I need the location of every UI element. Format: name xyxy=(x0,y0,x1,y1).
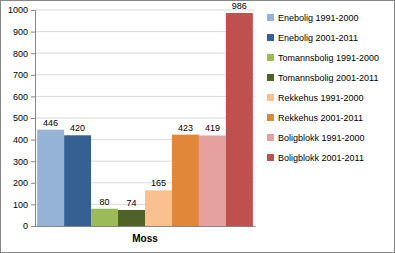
y-tick-label: 400 xyxy=(13,135,28,145)
y-tick-label: 1000 xyxy=(8,5,28,15)
y-tick: 100 xyxy=(13,200,35,210)
legend-label: Enebolig 2001-2011 xyxy=(278,33,358,43)
bar xyxy=(226,13,253,226)
grid-line xyxy=(35,31,255,32)
legend-swatch xyxy=(267,134,274,141)
y-tick-label: 300 xyxy=(13,157,28,167)
y-tick-label: 500 xyxy=(13,113,28,123)
y-tick-label: 900 xyxy=(13,27,28,37)
legend-swatch xyxy=(267,54,274,61)
y-tick-mark xyxy=(31,183,35,184)
bar xyxy=(91,209,118,226)
y-tick-label: 700 xyxy=(13,70,28,80)
y-tick: 1000 xyxy=(8,5,35,15)
chart: 01002003004005006007008009001000Moss4464… xyxy=(0,0,395,253)
y-axis-line xyxy=(31,11,36,227)
legend-swatch xyxy=(267,34,274,41)
data-label: 423 xyxy=(178,123,193,133)
grid-line xyxy=(35,74,255,75)
y-tick-label: 600 xyxy=(13,92,28,102)
y-tick-mark xyxy=(31,204,35,205)
y-tick-mark xyxy=(31,226,35,227)
legend-entry: Rekkehus 2001-2011 xyxy=(267,113,363,123)
plot: 01002003004005006007008009001000Moss4464… xyxy=(8,1,256,244)
legend-label: Rekkehus 1991-2000 xyxy=(278,93,364,103)
legend-label: Tomannsbolig 2001-2011 xyxy=(278,73,378,83)
y-tick-mark xyxy=(31,10,35,11)
y-tick: 800 xyxy=(13,49,35,59)
legend-entry: Tomannsbolig 1991-2000 xyxy=(267,53,379,63)
legend-label: Boligblokk 1991-2000 xyxy=(278,133,365,143)
y-axis: 0 100 200 300 400 500 600 700 800 900 1000 xyxy=(8,5,36,231)
y-tick: 600 xyxy=(13,92,35,102)
data-label: 80 xyxy=(100,197,110,207)
y-tick-mark xyxy=(31,53,35,54)
bar xyxy=(118,210,145,226)
bar xyxy=(37,130,64,226)
grid-line xyxy=(35,53,255,54)
y-tick: 900 xyxy=(13,27,35,37)
y-tick-label: 100 xyxy=(13,200,28,210)
bars xyxy=(37,13,253,226)
legend: Enebolig 1991-2000 Enebolig 2001-2011 Toma… xyxy=(267,13,379,163)
grid-line xyxy=(35,96,255,97)
x-axis-line xyxy=(36,226,256,227)
grid xyxy=(35,10,255,226)
y-tick: 500 xyxy=(13,113,35,123)
y-tick-mark xyxy=(31,32,35,33)
y-tick-mark xyxy=(31,140,35,141)
legend-entry: Boligblokk 2001-2011 xyxy=(267,153,364,163)
chart-border xyxy=(1,1,395,253)
y-tick: 200 xyxy=(13,178,35,188)
legend-label: Enebolig 1991-2000 xyxy=(278,13,359,23)
y-tick: 300 xyxy=(13,157,35,167)
legend-label: Rekkehus 2001-2011 xyxy=(278,113,363,123)
bar xyxy=(199,135,226,226)
x-tick: Moss xyxy=(132,226,158,244)
y-tick: 400 xyxy=(13,135,35,145)
data-label: 165 xyxy=(151,178,166,188)
legend-entry: Enebolig 1991-2000 xyxy=(267,13,359,23)
y-tick-mark xyxy=(31,161,35,162)
y-tick-label: 200 xyxy=(13,178,28,188)
data-labels: 446 420 80 74 165 423 419 986 xyxy=(43,1,247,208)
y-tick-mark xyxy=(31,118,35,119)
y-tick: 700 xyxy=(13,70,35,80)
x-axis: Moss xyxy=(36,226,256,244)
legend-swatch xyxy=(267,94,274,101)
legend-swatch xyxy=(267,74,274,81)
data-label: 986 xyxy=(232,1,247,11)
legend-label: Tomannsbolig 1991-2000 xyxy=(278,53,379,63)
legend-label: Boligblokk 2001-2011 xyxy=(278,153,364,163)
x-tick-label: Moss xyxy=(132,233,158,244)
bar xyxy=(64,135,91,226)
y-tick: 0 xyxy=(23,221,35,231)
legend-entry: Enebolig 2001-2011 xyxy=(267,33,358,43)
grid-line xyxy=(35,10,255,11)
grid-line xyxy=(35,118,255,119)
y-tick-label: 800 xyxy=(13,49,28,59)
y-tick-mark xyxy=(31,96,35,97)
legend-swatch xyxy=(267,14,274,21)
legend-entry: Tomannsbolig 2001-2011 xyxy=(267,73,378,83)
bar xyxy=(145,190,172,226)
legend-entry: Rekkehus 1991-2000 xyxy=(267,93,364,103)
data-label: 419 xyxy=(205,123,220,133)
bar xyxy=(172,135,199,226)
data-label: 446 xyxy=(43,118,58,128)
y-tick-mark xyxy=(31,75,35,76)
legend-swatch xyxy=(267,114,274,121)
data-label: 74 xyxy=(127,198,137,208)
y-tick-label: 0 xyxy=(23,221,28,231)
data-label: 420 xyxy=(70,123,85,133)
legend-swatch xyxy=(267,154,274,161)
legend-entry: Boligblokk 1991-2000 xyxy=(267,133,365,143)
